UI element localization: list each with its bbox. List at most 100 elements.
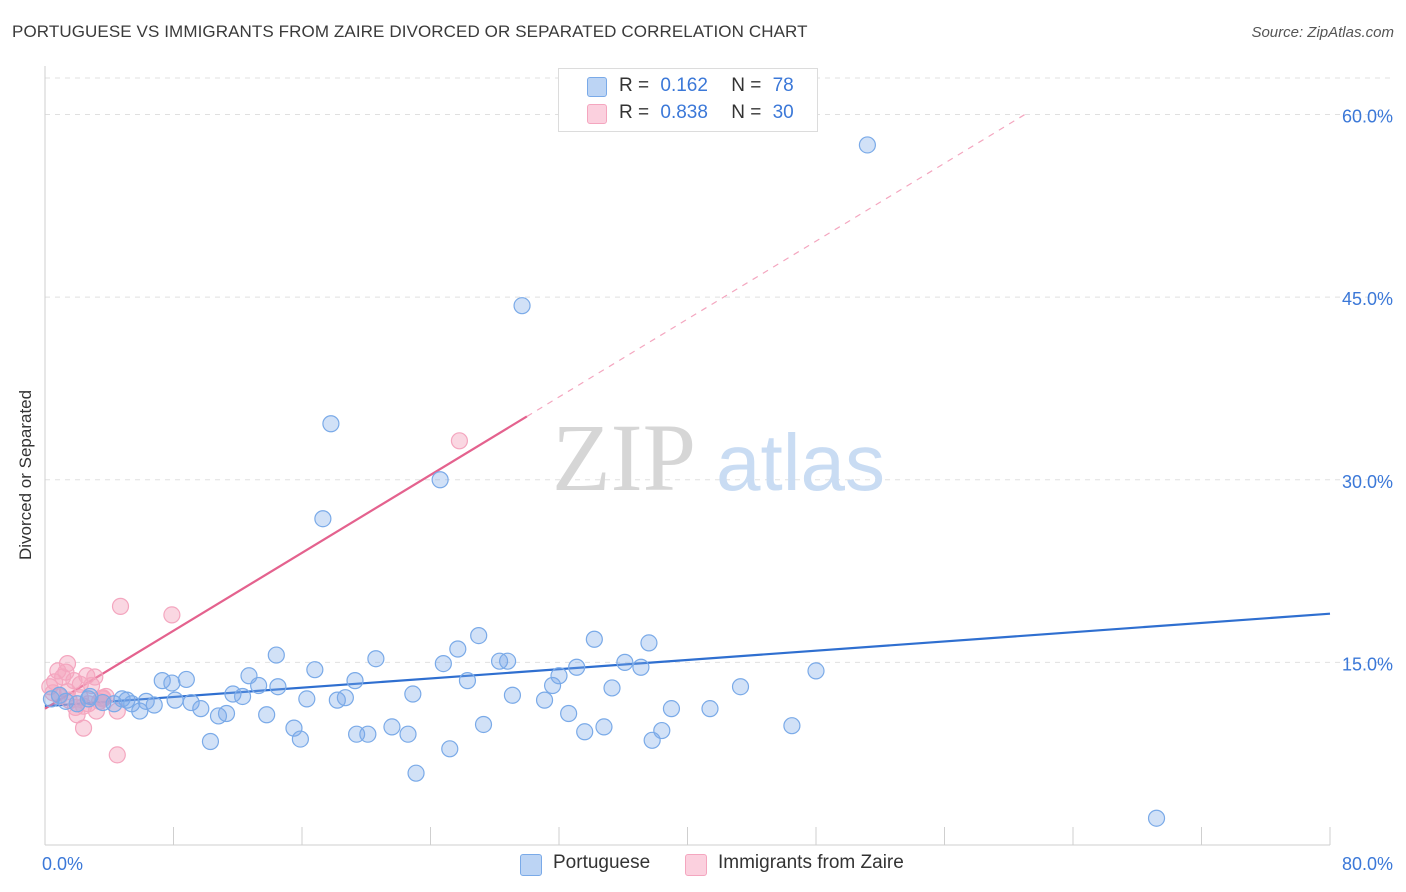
portuguese-point [595, 718, 613, 736]
correlation-legend: R = 0.162 N = 78 R = 0.838 N = 30 [558, 68, 818, 132]
portuguese-point [640, 634, 658, 652]
portuguese-point [543, 676, 562, 695]
portuguese-trend-line [44, 612, 1331, 708]
zaire-trend-extension [526, 114, 1026, 417]
portuguese-point [701, 700, 719, 718]
portuguese-point [535, 691, 554, 709]
zaire-swatch [587, 104, 607, 124]
portuguese-point [201, 732, 220, 751]
portuguese-point [576, 723, 594, 741]
portuguese-point [858, 136, 877, 154]
portuguese-point [163, 674, 181, 692]
portuguese-point [431, 471, 449, 489]
zipatlas-watermark: ZIP atlas [552, 404, 885, 511]
portuguese-point [458, 672, 477, 690]
portuguese-point [233, 687, 252, 706]
x-tick-label: 80.0% [1342, 854, 1393, 874]
portuguese-point [267, 646, 285, 664]
y-tick-label: 30.0% [1342, 472, 1393, 492]
zaire-legend-swatch [685, 854, 707, 876]
portuguese-points [42, 136, 1166, 827]
portuguese-point [314, 510, 332, 528]
portuguese-point [298, 690, 316, 708]
portuguese-point [131, 702, 149, 720]
portuguese-point [731, 678, 750, 696]
portuguese-point [57, 692, 75, 710]
portuguese-point [50, 686, 69, 704]
zaire-point [163, 606, 181, 624]
chart-title: PORTUGUESE VS IMMIGRANTS FROM ZAIRE DIVO… [12, 22, 808, 41]
portuguese-point [269, 678, 287, 696]
zaire-trend-line [44, 415, 528, 710]
r-value: 0.162 [660, 75, 708, 96]
zaire-point [74, 719, 93, 737]
portuguese-point [177, 670, 195, 689]
portuguese-point [322, 415, 340, 433]
portuguese-point [503, 686, 522, 704]
portuguese-point [550, 667, 568, 685]
watermark-zip: ZIP [552, 404, 696, 511]
portuguese-point [367, 650, 385, 668]
portuguese-point [145, 696, 163, 714]
axes [44, 66, 1331, 846]
r-label: R = [619, 102, 650, 123]
portuguese-point [441, 740, 459, 758]
portuguese-point [560, 704, 578, 723]
zaire-point [450, 432, 469, 450]
zaire-point [58, 654, 77, 673]
portuguese-point [359, 725, 377, 743]
portuguese-point [474, 715, 493, 734]
portuguese-point [616, 653, 634, 671]
portuguese-point [568, 658, 586, 676]
y-axis-label: Divorced or Separated [16, 389, 35, 560]
portuguese-point [407, 764, 425, 782]
r-label: R = [619, 75, 650, 96]
zaire-point [94, 690, 112, 708]
zaire-legend-label: Immigrants from Zaire [718, 852, 904, 873]
portuguese-point [68, 695, 86, 713]
portuguese-point [807, 662, 825, 680]
portuguese-point [346, 672, 364, 690]
portuguese-point [306, 661, 324, 679]
portuguese-point [383, 718, 401, 736]
r-value: 0.838 [660, 102, 708, 123]
portuguese-point [653, 721, 671, 740]
portuguese-point [105, 695, 123, 713]
portuguese-point [434, 654, 452, 673]
portuguese-point [336, 689, 354, 707]
portuguese-point [79, 690, 97, 708]
y-tick-label: 60.0% [1342, 107, 1393, 127]
portuguese-point [585, 630, 603, 648]
zaire-point [108, 746, 126, 764]
portuguese-point [513, 297, 531, 315]
trend-lines [44, 114, 1331, 710]
portuguese-point [1147, 809, 1166, 827]
portuguese-point [258, 706, 276, 724]
zaire-point [111, 597, 130, 615]
portuguese-point [404, 685, 422, 703]
portuguese-legend-label: Portuguese [553, 852, 651, 873]
tick-labels: 15.0% 30.0% 45.0% 60.0% 0.0% 80.0% [42, 107, 1393, 874]
portuguese-point [449, 640, 467, 658]
portuguese-swatch [587, 77, 607, 97]
portuguese-point [285, 719, 303, 737]
watermark-atlas: atlas [716, 418, 885, 507]
portuguese-point [632, 658, 650, 676]
zaire-points [41, 432, 469, 764]
portuguese-point [250, 676, 268, 695]
n-label: N = [731, 75, 762, 96]
y-tick-label: 15.0% [1342, 654, 1393, 674]
grid-lines [45, 77, 1392, 663]
n-value: 78 [772, 75, 794, 96]
portuguese-point [783, 717, 801, 735]
portuguese-point [399, 725, 417, 743]
zaire-point [86, 668, 104, 686]
n-value: 30 [772, 102, 794, 123]
portuguese-point [470, 626, 488, 645]
portuguese-point [291, 730, 309, 748]
portuguese-point [499, 652, 517, 670]
portuguese-point [42, 690, 61, 708]
portuguese-point [603, 679, 621, 697]
portuguese-point [217, 704, 236, 723]
